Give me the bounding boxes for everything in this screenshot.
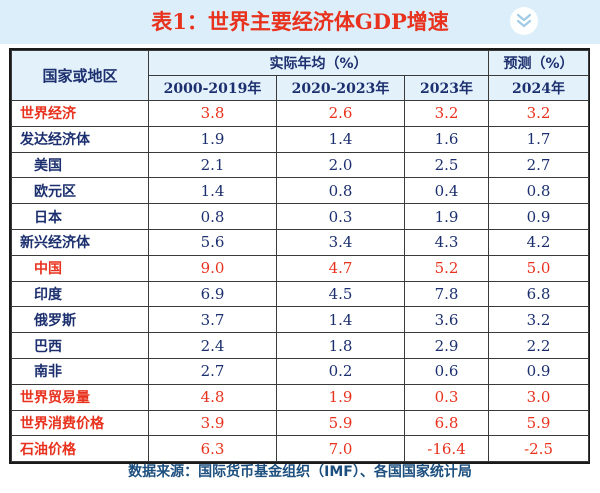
growth-value-cell: 1.9 [148, 125, 277, 153]
region-name-cell: 俄罗斯 [11, 306, 149, 334]
region-name-cell: 世界贸易量 [11, 383, 149, 411]
region-name-cell: 巴西 [11, 332, 149, 359]
growth-value-cell: 6.3 [148, 435, 277, 463]
table-row: 印度 6.9 4.5 7.8 6.8 [11, 280, 590, 308]
table-row: 世界贸易量 4.8 1.9 0.3 3.0 [11, 383, 590, 411]
growth-value-cell: 1.4 [276, 125, 405, 153]
region-name-cell: 世界经济 [11, 100, 149, 127]
table-row: 新兴经济体 5.6 3.4 4.3 4.2 [11, 228, 590, 256]
growth-value-cell: 2.2 [488, 332, 590, 359]
growth-value-cell: 9.0 [148, 254, 277, 282]
growth-value-cell: -2.5 [488, 435, 590, 463]
growth-value-cell: 6.8 [403, 409, 490, 437]
growth-value-cell: 3.2 [403, 100, 490, 127]
growth-value-cell: 4.8 [148, 383, 277, 411]
table-row: 发达经济体 1.9 1.4 1.6 1.7 [11, 125, 590, 153]
growth-value-cell: -16.4 [403, 435, 490, 463]
growth-value-cell: 2.7 [488, 151, 590, 179]
growth-value-cell: 0.6 [403, 357, 490, 385]
growth-value-cell: 3.9 [148, 409, 277, 437]
table-row: 欧元区 1.4 0.8 0.4 0.8 [11, 177, 590, 205]
growth-value-cell: 4.5 [276, 280, 405, 308]
growth-value-cell: 3.7 [148, 306, 277, 334]
growth-value-cell: 2.9 [403, 332, 490, 359]
growth-value-cell: 2.6 [276, 100, 405, 127]
region-name-cell: 新兴经济体 [11, 228, 149, 256]
growth-value-cell: 1.8 [276, 332, 405, 359]
growth-value-cell: 0.8 [276, 177, 405, 205]
growth-value-cell: 1.9 [403, 203, 490, 230]
page-title: 表1：世界主要经济体GDP增速 [151, 9, 449, 34]
growth-value-cell: 1.7 [488, 125, 590, 153]
table-row: 美国 2.1 2.0 2.5 2.7 [11, 151, 590, 179]
table-row: 世界经济 3.8 2.6 3.2 3.2 [11, 100, 590, 127]
region-name-cell: 印度 [11, 280, 149, 308]
growth-value-cell: 2.4 [148, 332, 277, 359]
growth-value-cell: 7.8 [403, 280, 490, 308]
year-header: 2000-2019年 [148, 75, 277, 101]
growth-value-cell: 2.5 [403, 151, 490, 179]
double-chevron-down-icon[interactable] [510, 7, 538, 35]
growth-value-cell: 1.6 [403, 125, 490, 153]
gdp-table-container: 国家或地区 实际年均（%） 预测（%） 2000-2019年 2020-2023… [9, 48, 590, 465]
growth-value-cell: 7.0 [276, 435, 405, 463]
region-name-cell: 日本 [11, 203, 149, 230]
year-header: 2020-2023年 [276, 75, 405, 101]
region-name-cell: 南非 [11, 357, 149, 385]
growth-value-cell: 2.0 [276, 151, 405, 179]
growth-value-cell: 0.8 [488, 177, 590, 205]
growth-value-cell: 1.9 [276, 383, 405, 411]
table-row: 巴西 2.4 1.8 2.9 2.2 [11, 332, 590, 359]
growth-value-cell: 4.3 [403, 228, 490, 256]
gdp-growth-table: 国家或地区 实际年均（%） 预测（%） 2000-2019年 2020-2023… [11, 50, 590, 463]
growth-value-cell: 0.9 [488, 357, 590, 385]
growth-value-cell: 4.2 [488, 228, 590, 256]
growth-value-cell: 3.8 [148, 100, 277, 127]
growth-value-cell: 3.0 [488, 383, 590, 411]
growth-value-cell: 3.4 [276, 228, 405, 256]
growth-value-cell: 2.7 [148, 357, 277, 385]
growth-value-cell: 0.3 [276, 203, 405, 230]
table-row: 世界消费价格 3.9 5.9 6.8 5.9 [11, 409, 590, 437]
growth-value-cell: 0.8 [148, 203, 277, 230]
region-name-cell: 发达经济体 [11, 125, 149, 153]
growth-value-cell: 1.4 [148, 177, 277, 205]
growth-value-cell: 3.2 [488, 306, 590, 334]
growth-value-cell: 5.2 [403, 254, 490, 282]
region-name-cell: 欧元区 [11, 177, 149, 205]
region-name-cell: 美国 [11, 151, 149, 179]
growth-value-cell: 3.2 [488, 100, 590, 127]
region-name-cell: 中国 [11, 254, 149, 282]
region-name-cell: 石油价格 [11, 435, 149, 463]
growth-value-cell: 6.8 [488, 280, 590, 308]
region-name-cell: 世界消费价格 [11, 409, 149, 437]
year-header: 2024年 [488, 75, 590, 101]
growth-value-cell: 0.9 [488, 203, 590, 230]
table-row: 石油价格 6.3 7.0 -16.4 -2.5 [11, 435, 590, 463]
growth-value-cell: 5.9 [488, 409, 590, 437]
data-source-note: 数据来源：国际货币基金组织（IMF）、各国国家统计局 [128, 464, 472, 480]
year-header: 2023年 [403, 75, 490, 101]
table-row: 俄罗斯 3.7 1.4 3.6 3.2 [11, 306, 590, 334]
growth-value-cell: 0.3 [403, 383, 490, 411]
region-column-header: 国家或地区 [11, 50, 149, 101]
table-row: 南非 2.7 0.2 0.6 0.9 [11, 357, 590, 385]
growth-value-cell: 3.6 [403, 306, 490, 334]
growth-value-cell: 5.6 [148, 228, 277, 256]
growth-value-cell: 1.4 [276, 306, 405, 334]
growth-value-cell: 5.9 [276, 409, 405, 437]
forecast-header: 预测（%） [488, 50, 590, 76]
actual-average-header: 实际年均（%） [147, 50, 490, 76]
title-banner [0, 0, 600, 44]
table-row: 日本 0.8 0.3 1.9 0.9 [11, 203, 590, 230]
growth-value-cell: 5.0 [488, 254, 590, 282]
growth-value-cell: 2.1 [148, 151, 277, 179]
table-row: 中国 9.0 4.7 5.2 5.0 [11, 254, 590, 282]
growth-value-cell: 6.9 [148, 280, 277, 308]
growth-value-cell: 0.4 [403, 177, 490, 205]
growth-value-cell: 0.2 [276, 357, 405, 385]
growth-value-cell: 4.7 [276, 254, 405, 282]
